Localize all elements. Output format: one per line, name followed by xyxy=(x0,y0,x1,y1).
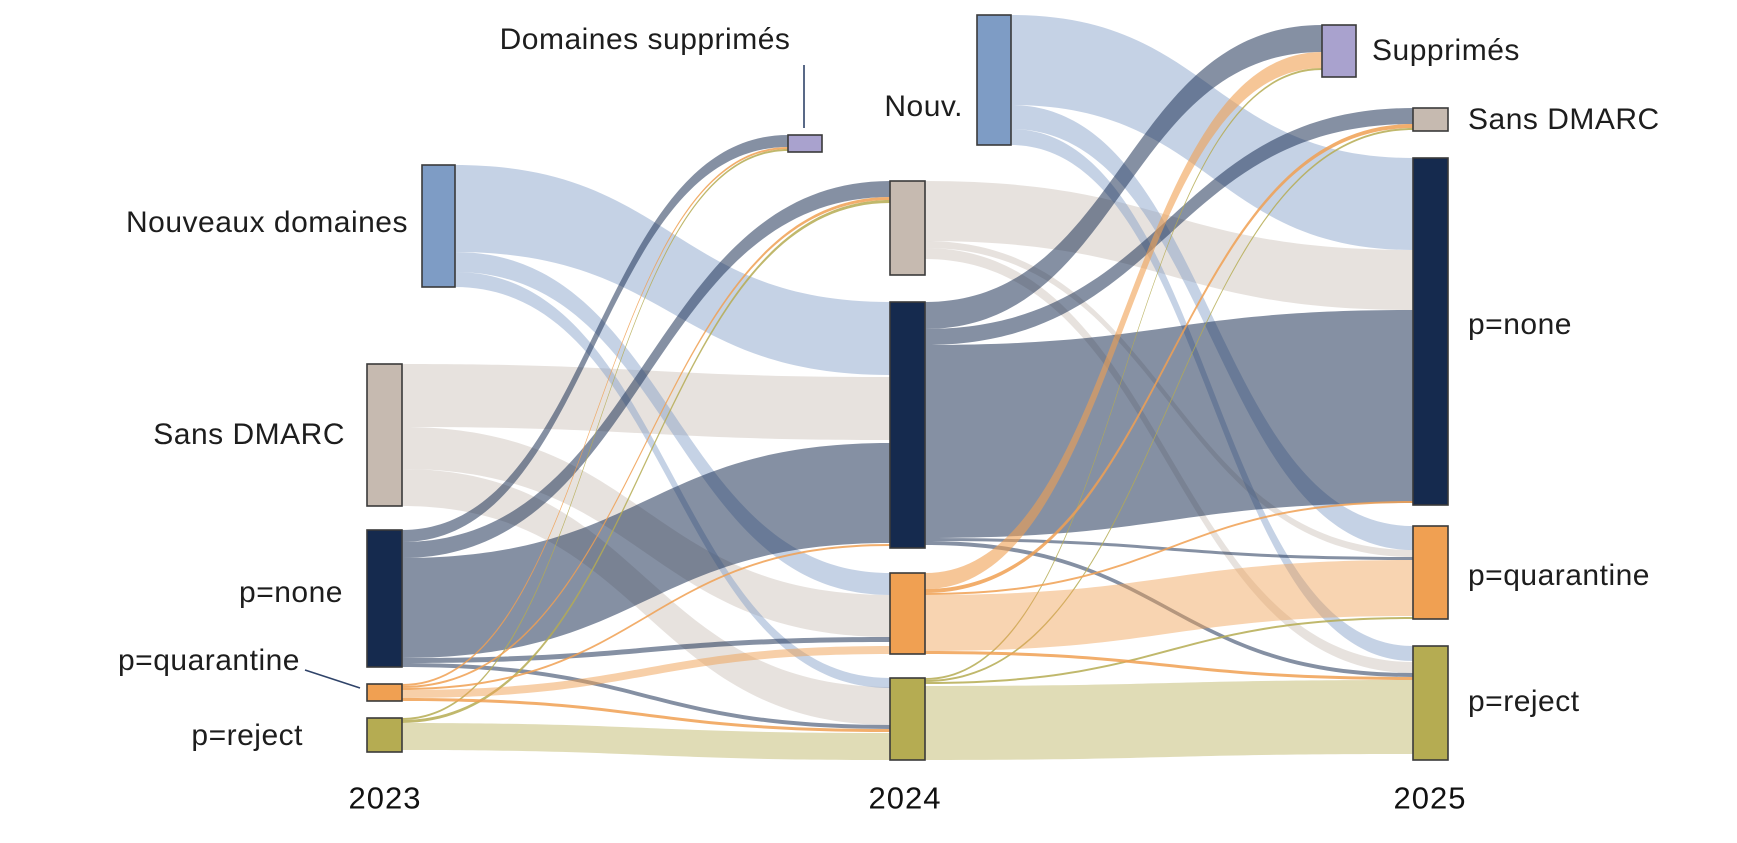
flow-pq24-to-d25 xyxy=(925,52,1322,589)
flow-pn23-to-pq24 xyxy=(402,637,890,663)
node-pq25-p-quarantine xyxy=(1412,525,1449,620)
flow-pn24-to-s25 xyxy=(925,108,1413,345)
flow-pq24-to-pr25 xyxy=(925,651,1413,680)
node-s24-sans-dmarc xyxy=(889,180,926,276)
flow-pr23-to-d24 xyxy=(402,149,788,720)
node-n24-nouv- xyxy=(976,14,1012,146)
flow-pr23-to-s24 xyxy=(402,200,890,723)
node-label-p-quarantine: p=quarantine xyxy=(118,644,300,677)
flow-pq23-to-pr24 xyxy=(402,698,890,732)
node-label-nouveaux-domaines: Nouveaux domaines xyxy=(125,206,408,239)
node-pq23-p-quarantine xyxy=(366,683,403,702)
axis-year-label-2023: 2023 xyxy=(348,780,422,816)
flow-pr24-to-s25 xyxy=(925,128,1413,682)
flow-pn23-to-d24 xyxy=(402,135,788,542)
node-pr25-p-reject xyxy=(1412,645,1449,761)
flow-pn23-to-pn24 xyxy=(402,443,890,658)
flow-n23-to-pq24 xyxy=(455,252,890,595)
flow-n23-to-pn24 xyxy=(455,165,890,375)
label-connector-line xyxy=(304,669,361,689)
flow-pr24-to-d25 xyxy=(925,68,1322,680)
flow-pr24-to-pq25 xyxy=(925,617,1413,684)
node-n23-nouveaux-domaines xyxy=(421,164,456,288)
flow-pn23-to-pr24 xyxy=(402,663,890,729)
flow-s23-to-pn24 xyxy=(402,364,890,440)
flow-pq23-to-d24 xyxy=(402,147,788,686)
axis-year-label-2024: 2024 xyxy=(868,780,942,816)
axis-year-label-2025: 2025 xyxy=(1393,780,1467,816)
node-label-p-reject: p=reject xyxy=(191,719,303,752)
node-s25-sans-dmarc xyxy=(1412,107,1449,132)
node-label-p-reject: p=reject xyxy=(1468,685,1580,718)
flow-pn24-to-d25 xyxy=(925,25,1322,329)
flow-pr23-to-pr24 xyxy=(402,723,890,760)
node-pn25-p-none xyxy=(1412,157,1449,506)
flow-pq23-to-pn24 xyxy=(402,544,890,690)
node-label-p-none: p=none xyxy=(239,576,343,609)
node-d25-supprim-s xyxy=(1321,24,1357,78)
flow-n23-to-pr24 xyxy=(455,272,890,688)
node-d24-domaines-supprim-s xyxy=(787,134,823,153)
node-label-p-quarantine: p=quarantine xyxy=(1468,559,1650,592)
node-s23-sans-dmarc xyxy=(366,363,403,507)
node-pn24-p-none xyxy=(889,301,926,549)
flow-pn24-to-pn25 xyxy=(925,310,1413,538)
node-pr23-p-reject xyxy=(366,717,403,753)
node-label-sans-dmarc: Sans DMARC xyxy=(1468,103,1660,136)
node-label-nouv-: Nouv. xyxy=(884,90,963,123)
flow-pr24-to-pr25 xyxy=(925,680,1413,760)
flow-pq23-to-pq24 xyxy=(402,646,890,698)
flow-pq24-to-s25 xyxy=(925,124,1413,593)
node-label-p-none: p=none xyxy=(1468,308,1572,341)
node-label-domaines-supprim-s: Domaines supprimés xyxy=(499,23,791,56)
flow-pn23-to-s24 xyxy=(402,181,890,558)
flow-pq23-to-s24 xyxy=(402,197,890,688)
node-pn23-p-none xyxy=(366,529,403,668)
flow-s24-to-pn25 xyxy=(925,181,1413,310)
node-label-sans-dmarc: Sans DMARC xyxy=(153,418,345,451)
node-label-supprim-s: Supprimés xyxy=(1372,34,1520,67)
node-pq24-p-quarantine xyxy=(889,572,926,655)
flow-pq24-to-pq25 xyxy=(925,560,1413,651)
flow-pq24-to-pn25 xyxy=(925,501,1413,595)
flow-pn24-to-pr25 xyxy=(925,541,1413,677)
node-pr24-p-reject xyxy=(889,677,926,761)
